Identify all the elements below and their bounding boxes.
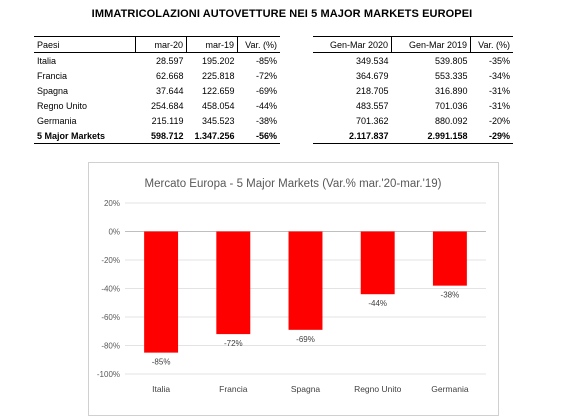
table-row: Spagna 37.644 122.659 -69% bbox=[34, 83, 280, 98]
table-cell: 316.890 bbox=[434, 85, 468, 96]
y-tick-label: 0% bbox=[108, 228, 120, 237]
table-cell: 37.644 bbox=[155, 85, 184, 96]
header-cell: Var. (%) bbox=[470, 36, 513, 53]
table-cell: 349.534 bbox=[355, 55, 389, 66]
header-cell: Gen-Mar 2019 bbox=[391, 36, 471, 53]
bar bbox=[432, 231, 467, 286]
table-row: 349.534 539.805 -35% bbox=[313, 53, 513, 69]
table-row: Regno Unito 254.684 458.054 -44% bbox=[34, 98, 280, 113]
header-cell: mar-19 bbox=[186, 36, 238, 53]
table-row: 701.362 880.092 -20% bbox=[313, 113, 513, 128]
table-cell: -35% bbox=[488, 55, 510, 66]
table-cell: -72% bbox=[255, 70, 277, 81]
header-cell: Var. (%) bbox=[237, 36, 280, 53]
data-label: -38% bbox=[441, 291, 460, 300]
bar bbox=[288, 231, 323, 330]
x-category-label: Italia bbox=[152, 384, 170, 394]
table-cell: Italia bbox=[37, 55, 57, 66]
table-cell: 215.119 bbox=[151, 115, 184, 126]
y-tick-label: 20% bbox=[104, 199, 120, 208]
table-cell: Regno Unito bbox=[37, 100, 88, 111]
labels: 20% 0% -20% -40% -60% -80% -100% -85% Italia -72%… bbox=[97, 199, 469, 394]
x-category-label: Francia bbox=[219, 384, 248, 394]
table-row: 483.557 701.036 -31% bbox=[313, 98, 513, 113]
header-cell: mar-20 bbox=[135, 36, 187, 53]
table-header-row: Paesi mar-20 mar-19 Var. (%) bbox=[34, 36, 280, 53]
bar bbox=[216, 231, 251, 335]
table-cell: -31% bbox=[488, 85, 510, 96]
table-cell: 598.712 bbox=[135, 128, 187, 144]
table-cell: 195.202 bbox=[201, 55, 235, 66]
table-cell: -34% bbox=[488, 70, 510, 81]
table-cell: 364.679 bbox=[355, 70, 389, 81]
table-cell: Germania bbox=[37, 115, 77, 126]
header-cell: Paesi bbox=[34, 36, 136, 53]
table-row: Francia 62.668 225.818 -72% bbox=[34, 68, 280, 83]
table-row: Italia 28.597 195.202 -85% bbox=[34, 53, 280, 69]
chart-container: Mercato Europa - 5 Major Markets (Var.% … bbox=[88, 162, 499, 416]
y-tick-label: -100% bbox=[97, 370, 120, 379]
table-row: 364.679 553.335 -34% bbox=[313, 68, 513, 83]
table-total-row: 5 Major Markets 598.712 1.347.256 -56% bbox=[34, 128, 280, 144]
table-cell: -29% bbox=[470, 128, 513, 144]
table-cell: -38% bbox=[255, 115, 277, 126]
header-cell: Gen-Mar 2020 bbox=[313, 36, 392, 53]
bars bbox=[144, 231, 467, 353]
y-tick-label: -40% bbox=[101, 285, 120, 294]
table-cell: 62.668 bbox=[155, 70, 184, 81]
table-cell: 539.805 bbox=[434, 55, 468, 66]
x-category-label: Regno Unito bbox=[354, 384, 402, 394]
y-tick-label: -60% bbox=[101, 313, 120, 322]
x-category-label: Germania bbox=[431, 384, 469, 394]
table-cell: 458.054 bbox=[201, 100, 235, 111]
table-total-row: 2.117.837 2.991.158 -29% bbox=[313, 128, 513, 144]
table-march: Paesi mar-20 mar-19 Var. (%) Italia 28.5… bbox=[34, 36, 280, 144]
table-cell: -69% bbox=[255, 85, 277, 96]
table-cell: 254.684 bbox=[150, 100, 184, 111]
page-title: IMMATRICOLAZIONI AUTOVETTURE NEI 5 MAJOR… bbox=[91, 8, 473, 20]
table-cell: 880.092 bbox=[434, 115, 468, 126]
table-cell: 345.523 bbox=[201, 115, 235, 126]
table-cell: -31% bbox=[488, 100, 510, 111]
table-cell: 701.362 bbox=[355, 115, 389, 126]
table-row: 218.705 316.890 -31% bbox=[313, 83, 513, 98]
table-cell: 122.659 bbox=[201, 85, 235, 96]
bar-chart: Mercato Europa - 5 Major Markets (Var.% … bbox=[97, 178, 486, 394]
table-cell: 701.036 bbox=[434, 100, 468, 111]
table-year-to-date: Gen-Mar 2020 Gen-Mar 2019 Var. (%) 349.5… bbox=[313, 36, 513, 144]
table-cell: 225.818 bbox=[201, 70, 235, 81]
bar bbox=[360, 231, 395, 295]
table-cell: -85% bbox=[255, 55, 277, 66]
table-row: Germania 215.119 345.523 -38% bbox=[34, 113, 280, 128]
chart-title: Mercato Europa - 5 Major Markets (Var.% … bbox=[145, 178, 442, 190]
table-cell: -20% bbox=[488, 115, 510, 126]
table-cell: Francia bbox=[37, 70, 68, 81]
data-label: -69% bbox=[296, 335, 315, 344]
y-tick-label: -20% bbox=[101, 256, 120, 265]
table-cell: Spagna bbox=[37, 85, 69, 96]
y-tick-label: -80% bbox=[101, 342, 120, 351]
table-cell: 218.705 bbox=[355, 85, 389, 96]
table-cell: 5 Major Markets bbox=[34, 128, 136, 144]
table-cell: -56% bbox=[237, 128, 280, 144]
table-cell: 28.597 bbox=[155, 55, 184, 66]
data-label: -85% bbox=[152, 358, 171, 367]
data-label: -44% bbox=[368, 299, 387, 308]
table-cell: 1.347.256 bbox=[186, 128, 238, 144]
table-cell: 483.557 bbox=[355, 100, 389, 111]
table-cell: -44% bbox=[255, 100, 277, 111]
table-header-row: Gen-Mar 2020 Gen-Mar 2019 Var. (%) bbox=[313, 36, 513, 53]
data-label: -72% bbox=[224, 339, 243, 348]
bar bbox=[144, 231, 179, 353]
x-category-label: Spagna bbox=[291, 384, 321, 394]
table-cell: 2.117.837 bbox=[313, 128, 392, 144]
table-cell: 2.991.158 bbox=[391, 128, 471, 144]
table-cell: 553.335 bbox=[434, 70, 468, 81]
